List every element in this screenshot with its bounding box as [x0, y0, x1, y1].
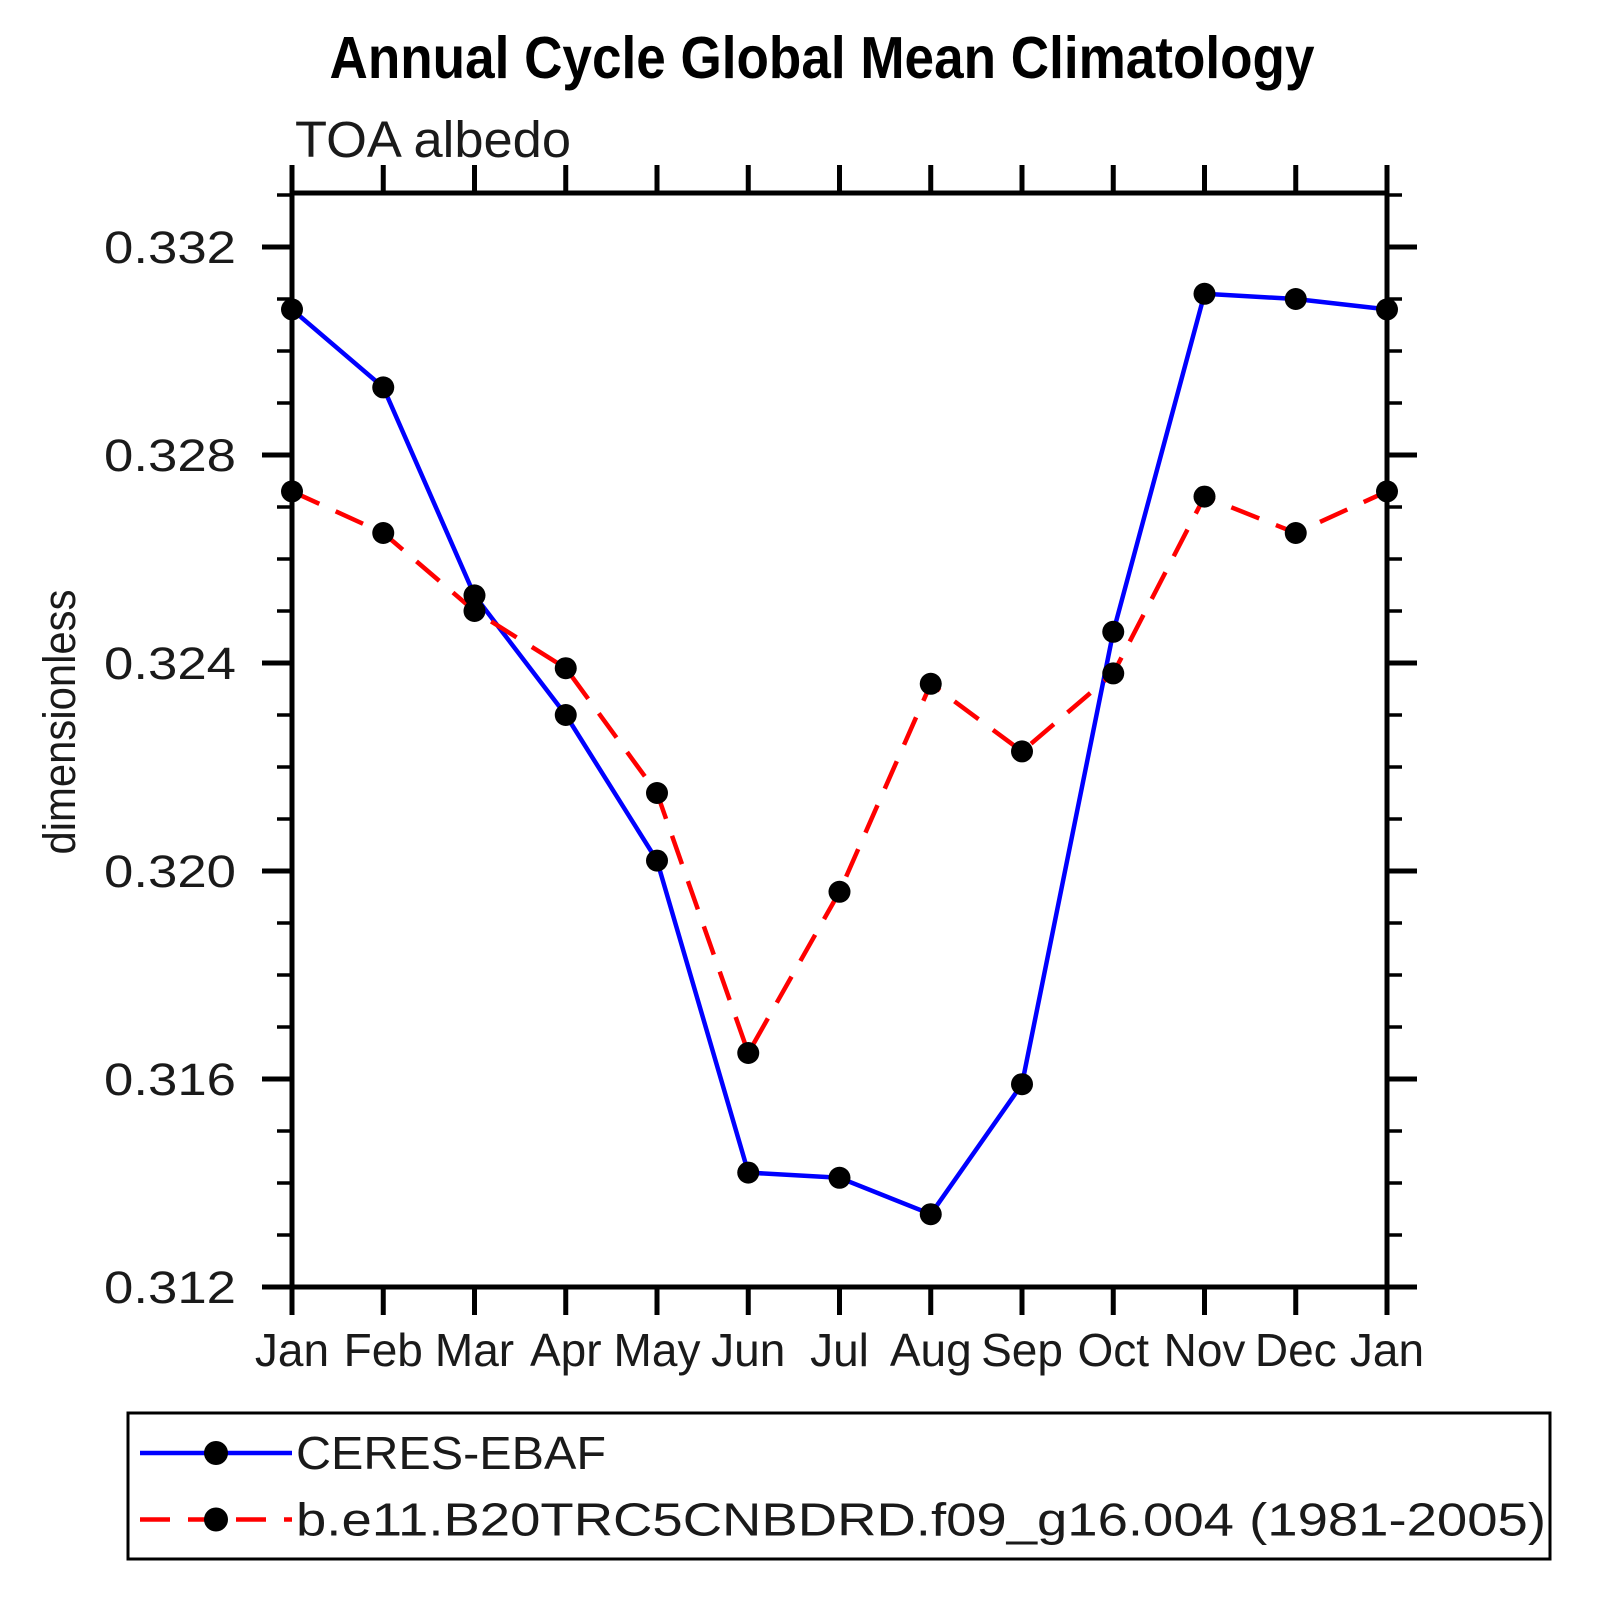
axes	[262, 165, 1417, 1315]
series-line-0	[290, 291, 1388, 1217]
data-point-s0	[1376, 298, 1398, 321]
data-point-s0	[1284, 288, 1307, 310]
data-point-s1	[919, 672, 942, 695]
chart-subtitle: TOA albedo	[295, 111, 571, 168]
series-lines	[290, 291, 1388, 1217]
plot-frame	[289, 190, 1390, 1290]
data-point-s0	[372, 376, 395, 399]
month-label: Jul	[810, 1324, 869, 1376]
data-point-s1	[1011, 740, 1033, 763]
data-point-s1	[1193, 485, 1216, 508]
data-point-s1	[1102, 662, 1125, 685]
data-point-s0	[737, 1161, 760, 1184]
month-label: Jun	[711, 1324, 785, 1376]
data-point-s1	[646, 782, 668, 804]
chart-title: Annual Cycle Global Mean Climatology	[330, 25, 1315, 91]
legend-dot-0	[204, 1441, 228, 1465]
month-label: Jan	[255, 1324, 329, 1376]
month-label: Mar	[435, 1324, 514, 1376]
y-tick-label: 0.324	[104, 638, 236, 689]
y-tick-label: 0.332	[104, 222, 236, 273]
month-label: Oct	[1077, 1324, 1149, 1376]
data-point-s1	[1284, 522, 1307, 544]
data-point-s0	[281, 298, 303, 321]
y-tick-label: 0.316	[104, 1054, 236, 1105]
legend-box	[126, 1411, 1552, 1561]
x-tick-labels: Jan Feb Mar Apr May Jun Jul Aug Sep Oct Nov Dec Jan	[255, 1324, 1424, 1376]
legend-dot-1	[204, 1507, 228, 1532]
data-point-s0	[554, 704, 577, 726]
data-point-s1	[828, 880, 851, 903]
data-point-s0	[919, 1203, 942, 1226]
y-tick-label: 0.312	[104, 1262, 236, 1313]
series-line-1	[291, 489, 1388, 1056]
data-point-s0	[463, 584, 486, 607]
y-tick-label: 0.328	[104, 430, 236, 481]
data-points	[281, 282, 1398, 1226]
legend: CERES-EBAF b.e11.B20TRC5CNBDRD.f09_g16.00…	[126, 1411, 1552, 1561]
y-tick-label: 0.320	[104, 846, 236, 897]
month-label: Aug	[890, 1324, 972, 1376]
month-label: Apr	[530, 1324, 602, 1376]
data-point-s1	[1376, 480, 1398, 503]
data-point-s0	[646, 849, 668, 872]
data-point-s1	[281, 480, 303, 503]
data-point-s0	[1193, 282, 1216, 305]
data-point-s0	[828, 1166, 851, 1189]
month-label: Nov	[1164, 1324, 1246, 1376]
month-label: Dec	[1255, 1324, 1337, 1376]
y-tick-labels: 0.312 0.316 0.320 0.324 0.328 0.332	[104, 222, 236, 1313]
data-point-s1	[737, 1042, 760, 1064]
month-label: Jan	[1350, 1324, 1424, 1376]
month-label: Sep	[981, 1324, 1063, 1376]
data-point-s1	[554, 657, 577, 680]
data-point-s1	[463, 600, 486, 622]
legend-label-0: CERES-EBAF	[296, 1427, 606, 1479]
data-point-s0	[1011, 1073, 1033, 1096]
data-point-s1	[372, 522, 395, 544]
month-label: Feb	[344, 1324, 423, 1376]
legend-label-1: b.e11.B20TRC5CNBDRD.f09_g16.004 (1981-20…	[296, 1494, 1546, 1546]
month-label: May	[614, 1324, 701, 1376]
data-point-s0	[1102, 620, 1125, 643]
y-axis-label: dimensionless	[34, 590, 85, 855]
